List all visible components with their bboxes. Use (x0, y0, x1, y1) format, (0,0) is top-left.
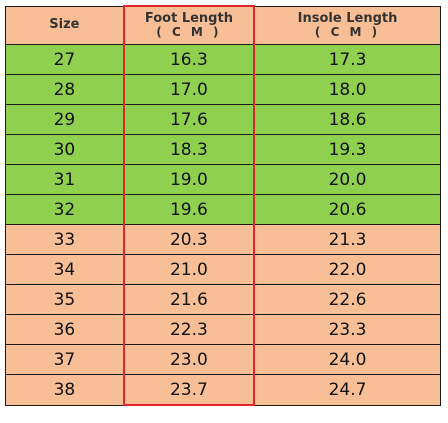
table-row: 29 17.6 18.6 (4, 104, 442, 135)
size-cell: 35 (4, 284, 125, 315)
header-insole-unit: ( C M ) (314, 24, 381, 39)
table-row: 33 20.3 21.3 (4, 224, 442, 255)
table-row: 36 22.3 23.3 (4, 314, 442, 345)
foot-length-cell: 19.6 (122, 194, 256, 225)
size-cell: 28 (4, 74, 125, 105)
insole-length-cell: 19.3 (253, 134, 442, 165)
size-cell: 34 (4, 254, 125, 285)
insole-length-cell: 23.3 (253, 314, 442, 345)
insole-length-cell: 18.6 (253, 104, 442, 135)
header-foot-length: Foot Length ( C M ) (122, 5, 256, 45)
foot-length-cell: 17.0 (122, 74, 256, 105)
header-insole-length: Insole Length ( C M ) (253, 5, 442, 45)
size-cell: 37 (4, 344, 125, 375)
foot-length-cell: 21.6 (122, 284, 256, 315)
header-size: Size (4, 5, 125, 45)
header-insole-label: Insole Length (297, 10, 398, 26)
foot-length-cell: 16.3 (122, 44, 256, 75)
insole-length-cell: 20.0 (253, 164, 442, 195)
size-cell: 31 (4, 164, 125, 195)
size-cell: 36 (4, 314, 125, 345)
table-row: 32 19.6 20.6 (4, 194, 442, 225)
size-cell: 29 (4, 104, 125, 135)
insole-length-cell: 22.0 (253, 254, 442, 285)
header-foot-unit: ( C M ) (156, 25, 222, 39)
table-row: 35 21.6 22.6 (4, 284, 442, 315)
size-cell: 27 (4, 44, 125, 75)
foot-length-cell: 20.3 (122, 224, 256, 255)
table-row: 31 19.0 20.0 (4, 164, 442, 195)
insole-length-cell: 17.3 (253, 44, 442, 75)
size-cell: 30 (4, 134, 125, 165)
insole-length-cell: 22.6 (253, 284, 442, 315)
table-row: 28 17.0 18.0 (4, 74, 442, 105)
table-row: 38 23.7 24.7 (4, 374, 442, 406)
table-row: 34 21.0 22.0 (4, 254, 442, 285)
insole-length-cell: 18.0 (253, 74, 442, 105)
insole-length-cell: 24.7 (253, 374, 442, 406)
foot-length-cell: 23.0 (122, 344, 256, 375)
table-row: 27 16.3 17.3 (4, 44, 442, 75)
size-chart-table: Size Foot Length ( C M ) Insole Length (… (4, 5, 442, 406)
size-cell: 32 (4, 194, 125, 225)
insole-length-cell: 24.0 (253, 344, 442, 375)
foot-length-cell: 19.0 (122, 164, 256, 195)
size-cell: 38 (4, 374, 125, 406)
size-cell: 33 (4, 224, 125, 255)
foot-length-cell: 18.3 (122, 134, 256, 165)
insole-length-cell: 21.3 (253, 224, 442, 255)
header-foot-label: Foot Length (144, 11, 233, 26)
table-row: 30 18.3 19.3 (4, 134, 442, 165)
foot-length-cell: 23.7 (122, 374, 256, 406)
table-row: 37 23.0 24.0 (4, 344, 442, 375)
header-row: Size Foot Length ( C M ) Insole Length (… (4, 5, 442, 45)
foot-length-cell: 21.0 (122, 254, 256, 285)
foot-length-cell: 22.3 (122, 314, 256, 345)
header-size-label: Size (49, 17, 80, 33)
insole-length-cell: 20.6 (253, 194, 442, 225)
foot-length-cell: 17.6 (122, 104, 256, 135)
